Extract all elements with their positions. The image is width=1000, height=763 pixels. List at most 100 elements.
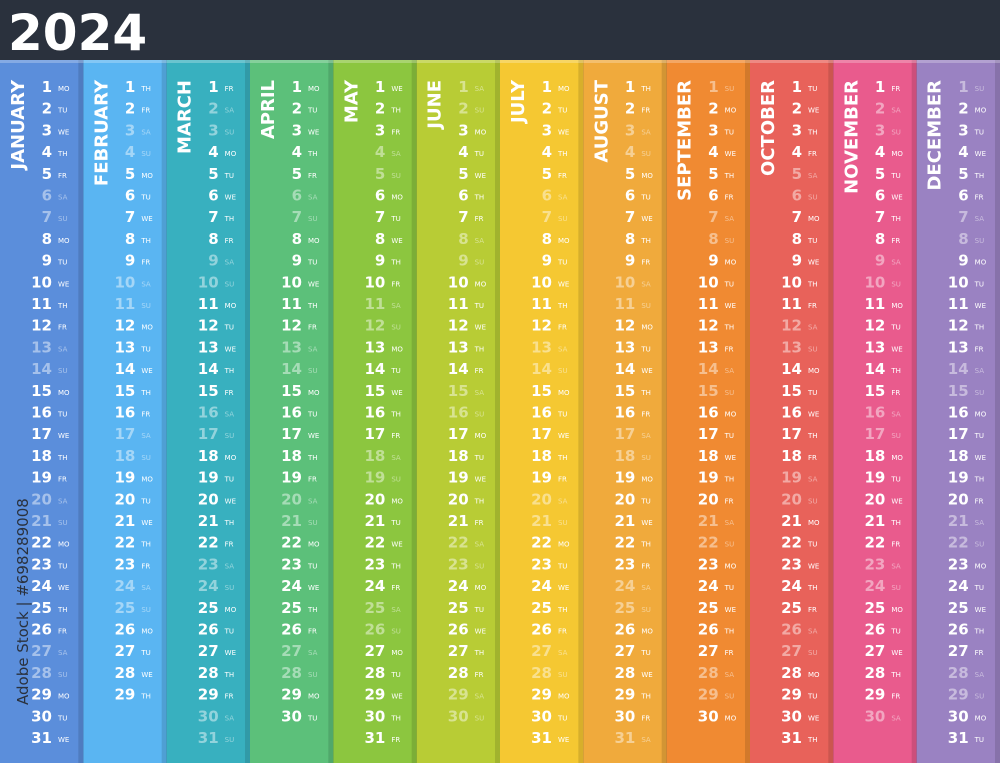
weekday: TU [890, 476, 900, 484]
day-number: 12 [198, 317, 219, 335]
day-number: 9 [208, 252, 218, 270]
day-number: 14 [948, 360, 969, 378]
day-number: 29 [864, 686, 885, 704]
day-number: 21 [864, 512, 885, 530]
month-name: OCTOBER [758, 80, 779, 176]
weekday: MO [725, 107, 737, 115]
weekday: WE [141, 519, 152, 527]
day-number: 9 [375, 252, 385, 270]
day-number: 6 [292, 187, 302, 205]
day-number: 11 [698, 295, 719, 313]
day-number: 3 [792, 121, 802, 139]
weekday: WE [475, 628, 486, 636]
weekday: TU [474, 302, 484, 310]
weekday: SA [975, 367, 985, 375]
weekday: MO [558, 237, 570, 245]
day-number: 16 [531, 404, 552, 422]
day-number: 8 [792, 230, 802, 248]
weekday: WE [558, 584, 569, 592]
day-number: 28 [781, 664, 802, 682]
weekday: SU [308, 367, 318, 375]
day-number: 23 [948, 555, 969, 573]
weekday: MO [975, 714, 987, 722]
weekday: MO [891, 150, 903, 158]
weekday: TU [57, 411, 67, 419]
day-number: 5 [958, 165, 968, 183]
weekday: TU [390, 367, 400, 375]
day-number: 5 [708, 165, 718, 183]
day-number: 10 [531, 273, 552, 291]
day-number: 11 [281, 295, 302, 313]
day-number: 25 [698, 599, 719, 617]
day-number: 22 [364, 534, 385, 552]
weekday: TU [890, 172, 900, 180]
day-number: 10 [864, 273, 885, 291]
day-number: 11 [114, 295, 135, 313]
day-number: 22 [31, 534, 52, 552]
day-number: 9 [708, 252, 718, 270]
weekday: TU [557, 411, 567, 419]
weekday: MO [808, 519, 820, 527]
month-column: FEBRUARY 1 TH 2 FR 3 SA 4 SU 5 MO 6 TU 7 WE 8 TH 9 FR 10 SA 1… [83, 60, 167, 763]
weekday: SU [808, 345, 818, 353]
weekday: TU [557, 107, 567, 115]
weekday: SA [891, 714, 901, 722]
day-number: 29 [364, 686, 385, 704]
month-column: APRIL 1 MO 2 TU 3 WE 4 TH 5 FR 6 SA 7 SU 8 MO 9 TU 10 WE 11 TH… [250, 60, 334, 763]
weekday: FR [141, 259, 150, 267]
weekday: TH [57, 454, 68, 462]
weekday: MO [58, 389, 70, 397]
day-number: 12 [781, 317, 802, 335]
weekday: TH [557, 454, 568, 462]
day-number: 26 [281, 621, 302, 639]
weekday: WE [141, 215, 152, 223]
weekday: TH [557, 150, 568, 158]
day-number: 17 [614, 425, 635, 443]
weekday: WE [808, 107, 819, 115]
weekday: SA [641, 128, 651, 136]
weekday: TU [307, 107, 317, 115]
weekday: WE [58, 128, 69, 136]
month-name: AUGUST [591, 79, 612, 162]
day-number: 14 [364, 360, 385, 378]
weekday: SA [891, 259, 901, 267]
weekday: TU [640, 497, 650, 505]
day-number: 28 [364, 664, 385, 682]
weekday: FR [58, 324, 67, 332]
day-number: 5 [292, 165, 302, 183]
weekday: MO [141, 476, 153, 484]
weekday: SU [725, 541, 735, 549]
day-number: 1 [292, 78, 302, 96]
weekday: MO [225, 454, 237, 462]
day-number: 8 [625, 230, 635, 248]
weekday: MO [558, 693, 570, 701]
day-number: 30 [281, 707, 302, 725]
weekday: FR [308, 476, 317, 484]
weekday: SU [391, 628, 401, 636]
day-number: 7 [42, 208, 52, 226]
weekday: TU [140, 649, 150, 657]
day-number: 1 [875, 78, 885, 96]
day-number: 7 [792, 208, 802, 226]
weekday: SA [558, 345, 568, 353]
day-number: 17 [531, 425, 552, 443]
day-number: 3 [625, 121, 635, 139]
weekday: SU [225, 128, 235, 136]
weekday: WE [58, 280, 69, 288]
day-number: 21 [31, 512, 52, 530]
weekday: TH [390, 259, 401, 267]
weekday: FR [558, 324, 567, 332]
weekday: MO [391, 194, 403, 202]
day-number: 16 [448, 404, 469, 422]
month-band [416, 60, 500, 763]
day-number: 9 [792, 252, 802, 270]
weekday: TH [807, 432, 818, 440]
day-number: 18 [614, 447, 635, 465]
day-number: 5 [208, 165, 218, 183]
day-number: 1 [42, 78, 52, 96]
day-number: 9 [542, 252, 552, 270]
day-number: 6 [375, 187, 385, 205]
weekday: TU [390, 671, 400, 679]
day-number: 31 [198, 729, 219, 747]
day-number: 29 [281, 686, 302, 704]
